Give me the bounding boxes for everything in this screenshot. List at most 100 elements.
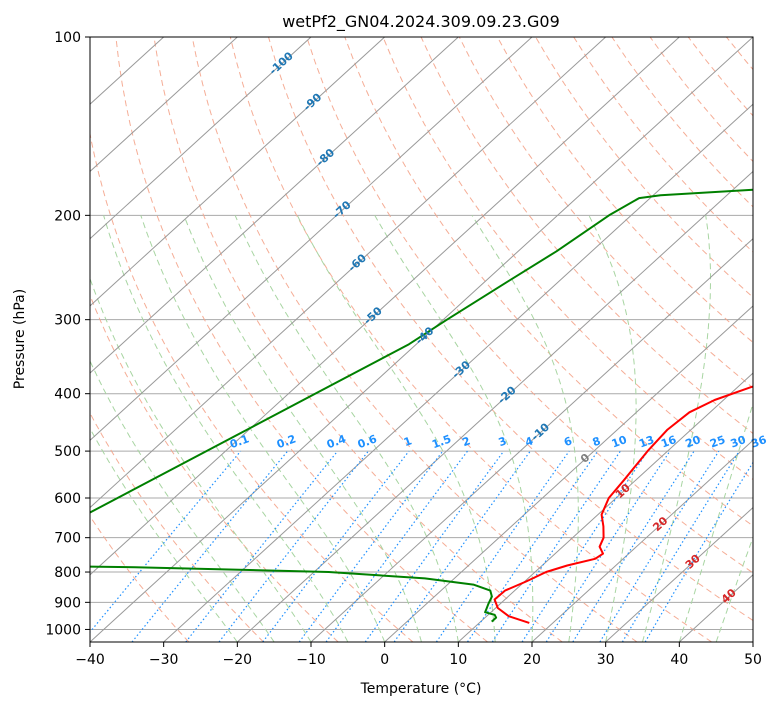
moist-adiabat — [374, 215, 534, 642]
moist-adiabat — [90, 427, 238, 642]
dry-adiabat — [496, 37, 753, 344]
x-tick-label: 30 — [597, 652, 615, 668]
dewpoint-line — [90, 188, 753, 623]
mixing-ratio-label: 0.6 — [356, 432, 379, 451]
x-tick-label: −10 — [296, 652, 326, 668]
dry-adiabat — [90, 412, 264, 642]
mixing-ratio-line — [621, 450, 740, 642]
mixing-ratio-line — [325, 450, 468, 642]
isotherm — [236, 170, 753, 642]
line-labels: -100-90-80-70-60-50-40-30-20-10010203040… — [228, 49, 768, 606]
isotherm — [90, 37, 607, 509]
moist-adiabat — [296, 215, 496, 642]
mixing-ratio-line — [90, 450, 242, 633]
mixing-ratio-line — [599, 450, 720, 642]
dry-adiabat — [765, 37, 775, 642]
isotherm — [90, 37, 459, 374]
dry-adiabat — [306, 37, 753, 574]
x-tick-label: 20 — [523, 652, 541, 668]
dry-adiabat — [687, 37, 753, 117]
moist-adiabat — [471, 215, 579, 642]
isotherm — [90, 37, 312, 240]
mixing-ratio-line — [572, 450, 695, 642]
x-tick-label: −40 — [75, 652, 105, 668]
dry-adiabat — [573, 37, 753, 253]
mixing-ratio-label: 0.1 — [228, 432, 251, 451]
mixing-ratio-label: 13 — [637, 433, 656, 450]
y-tick-label: 100 — [54, 30, 81, 46]
mixing-ratio-line — [218, 450, 369, 642]
x-tick-label: 0 — [380, 652, 389, 668]
y-axis-label: Pressure (hPa) — [12, 289, 28, 389]
y-tick-label: 900 — [54, 595, 81, 611]
mixing-ratio-line — [435, 450, 570, 642]
dry-adiabat — [90, 515, 190, 642]
isotherm-label: -100 — [267, 49, 296, 77]
moist-adiabat-lines — [90, 215, 753, 642]
chart-title: wetPf2_GN04.2024.309.09.23.G09 — [282, 12, 560, 32]
isotherm — [90, 37, 753, 642]
x-tick-label: 10 — [449, 652, 467, 668]
mixing-ratio-label: 10 — [610, 433, 629, 451]
y-axis-ticks: 100 200 300 400 500 600 700 800 900 1000 — [45, 30, 90, 638]
isotherm — [457, 372, 753, 642]
dry-adiabat — [649, 37, 753, 163]
dry-adiabat — [535, 37, 753, 298]
y-tick-label: 600 — [54, 491, 81, 507]
plot-frame — [89, 36, 754, 643]
isobar-lines — [90, 37, 753, 630]
plot-area — [90, 37, 775, 642]
mixing-ratio-line — [185, 450, 339, 642]
mixing-ratio-line — [131, 450, 289, 642]
x-axis-label: Temperature (°C) — [360, 681, 482, 697]
mixing-ratio-label: 8 — [591, 434, 603, 449]
x-tick-label: −20 — [223, 652, 253, 668]
y-tick-label: 500 — [54, 444, 81, 460]
y-tick-label: 700 — [54, 531, 81, 547]
mixing-ratio-line — [262, 450, 410, 642]
dry-adiabat — [153, 37, 563, 642]
isotherm — [310, 237, 753, 642]
y-tick-label: 800 — [54, 565, 81, 581]
moist-adiabat — [642, 215, 711, 642]
x-tick-label: −30 — [149, 652, 179, 668]
isotherm-lines — [90, 37, 753, 642]
isotherm — [90, 37, 386, 307]
dry-adiabat — [382, 37, 753, 481]
isotherm — [605, 506, 753, 642]
dry-adiabat — [115, 37, 488, 642]
mixing-ratio-line — [364, 450, 505, 642]
isotherm — [531, 439, 753, 642]
moist-adiabat — [90, 359, 275, 642]
mixing-ratio-line — [466, 450, 599, 642]
dry-adiabat — [726, 37, 753, 71]
mixing-ratio-label: 36 — [749, 433, 768, 451]
mixing-ratio-label: 6 — [562, 434, 574, 449]
y-tick-label: 200 — [54, 208, 81, 224]
mixing-ratio-label: 30 — [729, 433, 748, 451]
y-tick-label: 400 — [54, 387, 81, 403]
x-tick-label: 40 — [670, 652, 688, 668]
moist-adiabat — [140, 215, 386, 642]
mixing-ratio-label: 3 — [497, 434, 509, 449]
moist-adiabat — [103, 215, 349, 642]
y-tick-label: 1000 — [45, 622, 81, 638]
dry-adiabat — [344, 37, 753, 527]
mixing-ratio-label: 0.4 — [325, 432, 348, 451]
x-tick-label: 50 — [744, 652, 762, 668]
dry-adiabat — [420, 37, 753, 435]
mixing-ratio-label: 1 — [402, 434, 414, 449]
mixing-ratio-label: 2 — [461, 434, 473, 449]
x-axis-ticks: −40 −30 −20 −10 0 10 20 30 40 50 — [75, 642, 762, 668]
moist-adiabat — [90, 277, 312, 642]
isotherm — [90, 37, 238, 173]
moist-adiabat — [678, 401, 753, 642]
moist-adiabat — [183, 215, 422, 642]
isotherm — [90, 37, 533, 442]
mixing-ratio-label: 0.2 — [275, 432, 298, 451]
mixing-ratio-line — [491, 450, 621, 642]
mixing-ratio-line — [393, 450, 531, 642]
mixing-ratio-label: 25 — [708, 433, 727, 450]
mixing-ratio-line — [545, 450, 671, 642]
